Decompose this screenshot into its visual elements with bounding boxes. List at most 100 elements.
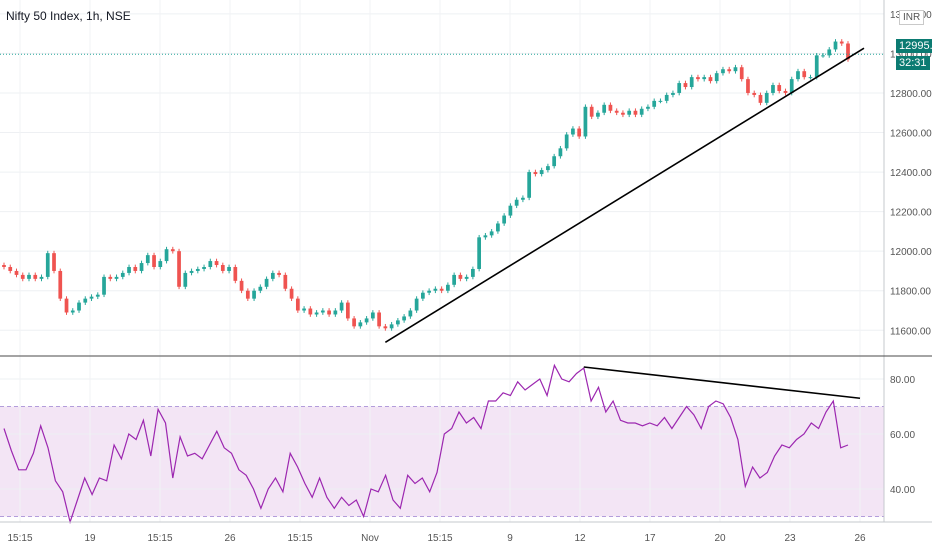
candle-body [258,286,263,291]
candle-body [621,112,625,115]
rsi-trendline [583,366,861,400]
candle-body [202,267,206,269]
candle-body [489,231,494,236]
currency-badge[interactable]: INR [899,10,925,25]
candle-body [564,134,569,149]
candle-body [77,302,81,311]
candle-body [283,274,288,289]
candle-body [383,326,388,329]
candle-body [558,148,563,157]
candle-body [533,172,538,175]
price-tick-label: 12600.00 [890,129,932,140]
candle-body [746,79,750,93]
candle-body [627,110,632,115]
candle-body [764,92,769,103]
candle-body [27,274,31,279]
candle-body [796,71,800,80]
candle-body [808,77,813,79]
candle-body [664,94,669,101]
candle-body [152,255,156,267]
candle-body [614,110,619,113]
time-tick-label: 20 [714,533,726,544]
candle-body [289,288,294,299]
candle-body [308,308,313,315]
time-tick-label: 23 [784,533,796,544]
candle-body [270,272,275,279]
candle-body [421,292,425,299]
candle-body [658,100,663,102]
time-tick-label: 26 [854,533,866,544]
candle-body [127,267,131,273]
candle-body [596,112,600,117]
candle-body [589,106,594,117]
candle-body [546,166,550,171]
candle-body [95,294,100,297]
candle-body [402,316,406,321]
candle-body [183,272,188,287]
candle-body [39,276,44,279]
candle-body [264,278,269,287]
candle-body [721,69,725,74]
time-tick-label: 15:15 [147,533,172,544]
candle-body [233,267,238,281]
time-tick-label: 15:15 [7,533,32,544]
candle-body [239,280,244,291]
price-tick-label: 12400.00 [890,168,932,179]
candle-body [502,215,507,224]
candle-body [345,302,350,319]
candle-body [8,267,13,271]
candle-body [227,267,231,271]
candle-body [471,268,475,277]
rsi-line [3,363,849,525]
candle-body [339,302,344,311]
candle-body [783,90,788,93]
candle-body [652,100,657,107]
candle-body [683,83,688,88]
candle-body [839,41,844,44]
candle-body [164,249,169,262]
candle-body [702,77,707,80]
candle-body [739,67,744,80]
candle-body [671,92,675,95]
candle-body [771,85,775,93]
candle-body [327,310,331,315]
candle-body [208,261,213,267]
price-tick-label: 12800.00 [890,89,932,100]
candle-body [552,156,557,167]
candle-body [833,41,838,50]
candle-body [83,298,88,303]
candle-body [64,298,69,313]
candle-body [639,108,644,115]
time-tick-label: Nov [361,533,379,544]
price-tick-label: 12000.00 [890,247,932,258]
candle-body [452,274,456,285]
candle-body [696,77,700,80]
candle-body [220,265,225,271]
candle-body [58,270,63,299]
price-trendline [384,47,865,343]
candle-body [364,318,369,323]
candle-body [2,265,6,267]
candle-body [45,253,50,277]
rsi-band [0,406,884,517]
candle-body [777,85,782,91]
price-tick-label: 12200.00 [890,208,932,219]
price-tick-label: 11800.00 [890,287,931,298]
candle-body [571,128,575,135]
candle-body [821,55,825,57]
candle-body [189,270,194,273]
candle-body [389,324,394,329]
candle-body [170,249,175,252]
candle-body [758,94,763,103]
candle-body [320,310,325,313]
candle-body [846,43,850,60]
candle-body [458,274,463,279]
candle-body [89,296,94,299]
candle-body [396,320,400,325]
candle-body [370,312,375,319]
candle-body [714,73,719,82]
candle-body [108,276,113,279]
candle-body [827,49,832,56]
